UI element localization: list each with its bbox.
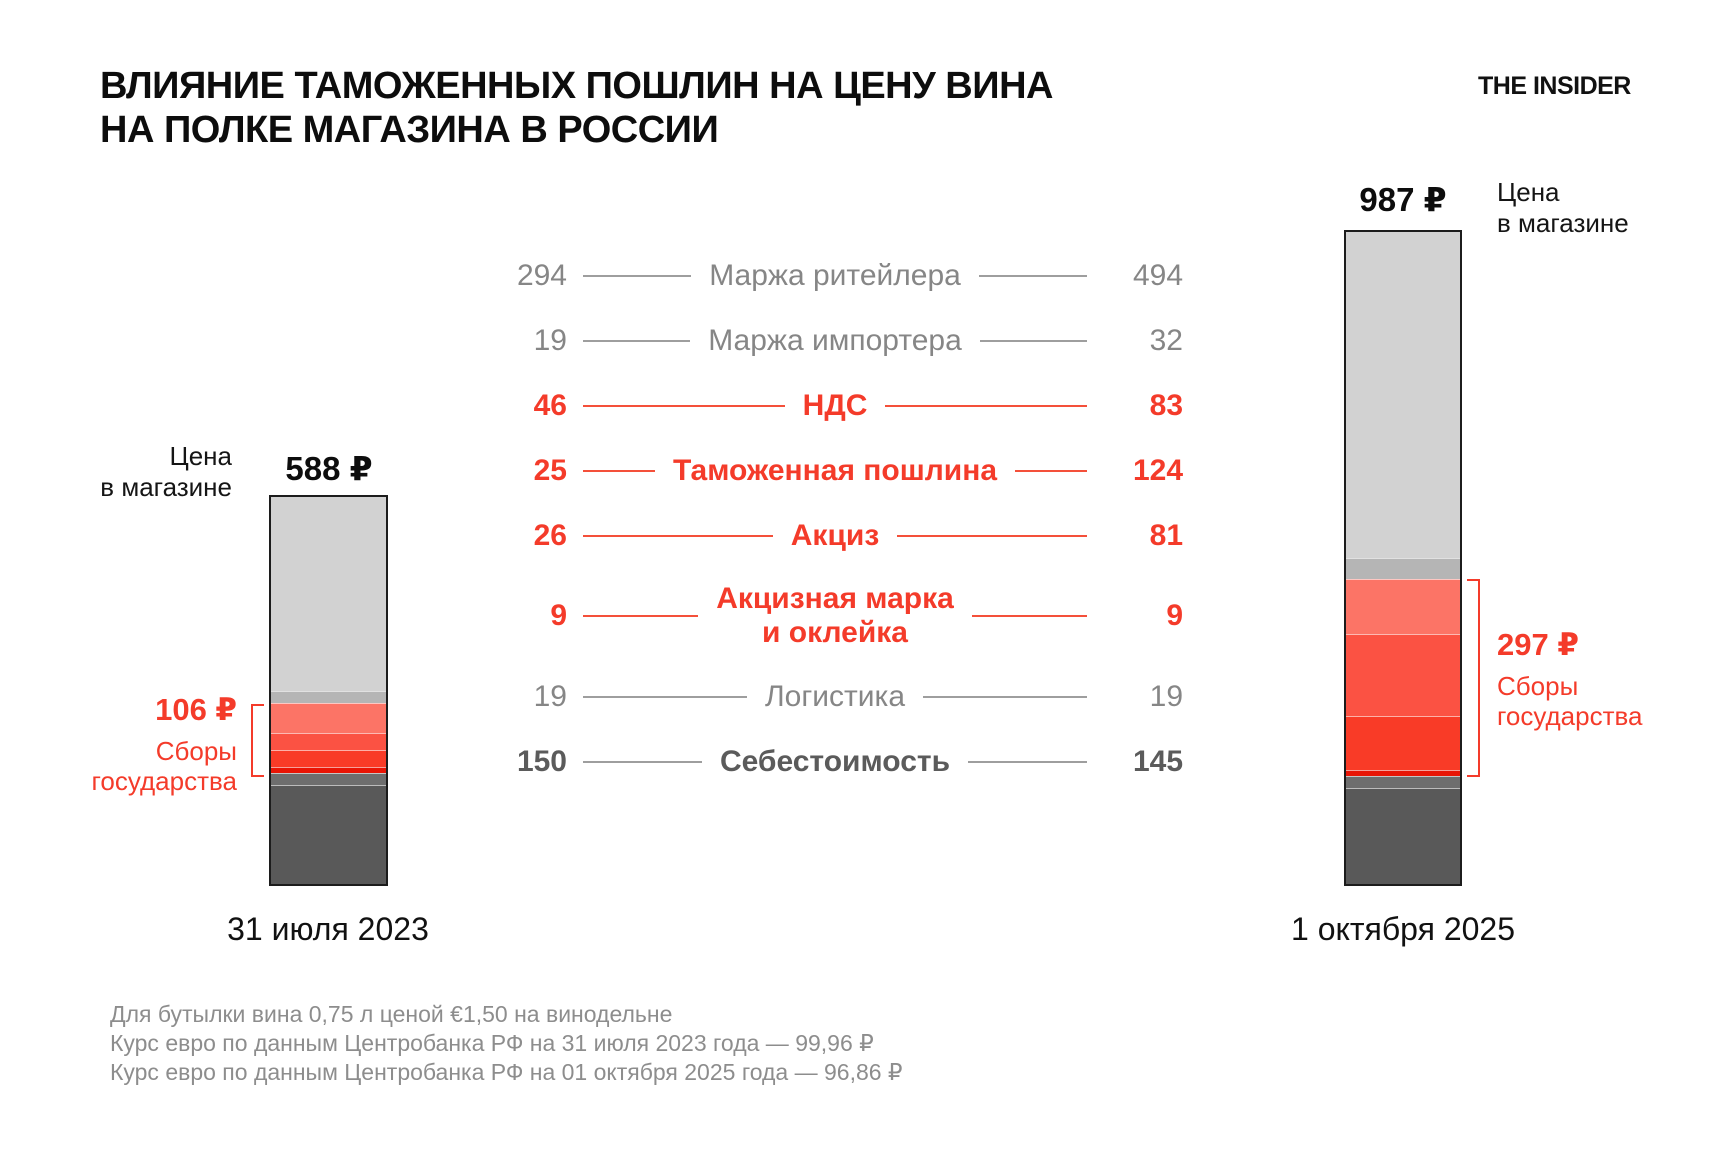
connector-line <box>923 695 1088 698</box>
bar-segment-2023-6 <box>271 766 386 773</box>
bar-segment-2023-1 <box>271 497 386 691</box>
legend-value-2023: 294 <box>516 258 567 292</box>
legend-row-retailer-margin: 294 Маржа ритейлера 494 <box>487 243 1183 308</box>
brand-logo: THE INSIDER <box>1478 72 1631 100</box>
total-price-2023: 588 ₽ <box>285 450 373 487</box>
stacked-bar-2023 <box>269 495 388 886</box>
legend-label: Себестоимость <box>719 744 951 778</box>
legend-row-logistics: 19 Логистика 19 <box>487 664 1183 729</box>
bar-segment-2025-1 <box>1346 232 1460 559</box>
connector-line <box>978 274 1088 277</box>
state-fees-note-2023: 106 ₽ Сборы государства <box>57 692 238 796</box>
shelf-price-label-2025: Цена в магазине <box>1497 177 1629 238</box>
legend-label: Маржа ритейлера <box>709 258 961 292</box>
bar-segment-2025-8 <box>1346 788 1460 884</box>
legend-row-excise: 26 Акциз 81 <box>487 503 1183 568</box>
bar-segment-2023-4 <box>271 733 386 750</box>
legend-row-vat: 46 НДС 83 <box>487 373 1183 438</box>
legend: 294 Маржа ритейлера 494 19 Маржа импорте… <box>487 243 1183 794</box>
footnote-line: Курс евро по данным Центробанка РФ на 01… <box>110 1059 903 1085</box>
connector-line <box>583 404 785 407</box>
date-label-2023: 31 июля 2023 <box>227 911 429 947</box>
legend-value-2023: 25 <box>533 453 567 487</box>
bar-segment-2023-2 <box>271 690 386 703</box>
connector-line <box>583 469 655 472</box>
connector-line <box>1015 469 1088 472</box>
bar-segment-2025-6 <box>1346 769 1460 776</box>
shelf-price-label-2023: Цена в магазине <box>100 441 232 502</box>
legend-value-2025: 9 <box>1166 599 1184 632</box>
total-price-2025: 987 ₽ <box>1359 181 1447 218</box>
legend-value-2023: 19 <box>533 679 567 713</box>
state-fees-label: Сборы государства <box>1497 671 1643 731</box>
legend-value-2023: 9 <box>550 599 567 632</box>
legend-value-2025: 494 <box>1132 258 1184 292</box>
connector-line <box>583 615 699 617</box>
legend-label: Акцизная марка и оклейка <box>716 582 954 649</box>
bar-segment-2025-5 <box>1346 716 1460 770</box>
legend-value-2023: 19 <box>533 323 567 357</box>
legend-value-2025: 124 <box>1132 453 1184 487</box>
connector-line <box>583 760 702 763</box>
bar-segment-2025-2 <box>1346 558 1460 580</box>
legend-label: Логистика <box>764 679 906 713</box>
bar-segment-2023-5 <box>271 749 386 767</box>
stacked-bar-2025 <box>1344 230 1462 886</box>
date-label-2025: 1 октября 2025 <box>1291 911 1515 947</box>
bar-segment-2025-3 <box>1346 579 1460 635</box>
bar-segment-2023-8 <box>271 785 386 884</box>
legend-label: Акциз <box>790 518 880 552</box>
legend-value-2023: 46 <box>533 388 567 422</box>
connector-line <box>979 339 1087 342</box>
legend-value-2023: 150 <box>516 744 567 778</box>
legend-value-2025: 32 <box>1149 323 1183 357</box>
connector-line <box>968 760 1088 763</box>
state-fees-value: 297 ₽ <box>1497 627 1579 662</box>
bar-segment-2025-7 <box>1346 775 1460 789</box>
connector-line <box>971 615 1088 617</box>
chart-title: ВЛИЯНИЕ ТАМОЖЕННЫХ ПОШЛИН НА ЦЕНУ ВИНА Н… <box>100 65 1053 151</box>
state-fees-value: 106 ₽ <box>155 692 237 727</box>
footnote-line: Курс евро по данным Центробанка РФ на 31… <box>110 1030 874 1056</box>
legend-row-importer-margin: 19 Маржа импортера 32 <box>487 308 1183 373</box>
connector-line <box>583 274 692 277</box>
bar-segment-2023-7 <box>271 772 386 786</box>
connector-line <box>885 404 1088 407</box>
bar-segment-2023-3 <box>271 703 386 734</box>
connector-line <box>897 534 1088 537</box>
legend-row-customs-duty: 25 Таможенная пошлина 124 <box>487 438 1183 503</box>
legend-row-excise-stamp: 9 Акцизная марка и оклейка 9 <box>487 568 1183 664</box>
connector-line <box>583 695 747 698</box>
legend-row-cost-price: 150 Себестоимость 145 <box>487 729 1183 794</box>
state-fees-bracket-2023 <box>251 704 264 777</box>
legend-value-2025: 81 <box>1149 518 1184 552</box>
state-fees-note-2025: 297 ₽ Сборы государства <box>1497 627 1643 731</box>
legend-value-2025: 145 <box>1132 744 1184 778</box>
legend-value-2025: 19 <box>1149 679 1184 713</box>
legend-label: Маржа импортера <box>708 323 962 357</box>
legend-value-2023: 26 <box>533 518 567 552</box>
connector-line <box>583 339 691 342</box>
state-fees-bracket-2025 <box>1467 579 1480 777</box>
legend-label: Таможенная пошлина <box>672 453 998 487</box>
connector-line <box>583 534 773 537</box>
legend-value-2025: 83 <box>1149 388 1184 422</box>
legend-label: НДС <box>802 388 868 422</box>
bar-segment-2025-4 <box>1346 634 1460 717</box>
footnotes: Для бутылки вина 0,75 л ценой €1,50 на в… <box>110 1000 903 1087</box>
footnote-line: Для бутылки вина 0,75 л ценой €1,50 на в… <box>110 1001 673 1027</box>
state-fees-label: Сборы государства <box>91 736 238 796</box>
